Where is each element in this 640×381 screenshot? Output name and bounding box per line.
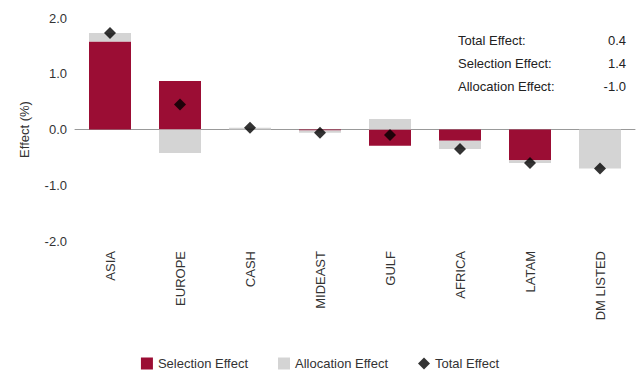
svg-text:CASH: CASH (243, 251, 258, 287)
svg-text:1.4: 1.4 (608, 56, 626, 71)
svg-text:EUROPE: EUROPE (173, 251, 188, 306)
svg-text:MIDEAST: MIDEAST (313, 251, 328, 309)
svg-text:Allocation Effect: Allocation Effect (295, 356, 388, 371)
svg-text:GULF: GULF (383, 251, 398, 286)
svg-text:Selection Effect: Selection Effect (158, 356, 248, 371)
svg-text:-2.0: -2.0 (45, 234, 67, 249)
svg-text:-1.0: -1.0 (604, 79, 626, 94)
svg-text:DM LISTED: DM LISTED (593, 251, 608, 320)
svg-text:Total Effect:: Total Effect: (458, 33, 526, 48)
svg-text:ASIA: ASIA (103, 251, 118, 281)
svg-text:Total Effect: Total Effect (435, 356, 499, 371)
svg-text:0.4: 0.4 (608, 33, 626, 48)
svg-text:LATAM: LATAM (523, 251, 538, 292)
svg-text:AFRICA: AFRICA (453, 251, 468, 299)
svg-text:Selection Effect:: Selection Effect: (458, 56, 552, 71)
svg-text:1.0: 1.0 (49, 66, 67, 81)
svg-text:-1.0: -1.0 (45, 178, 67, 193)
svg-text:Allocation Effect:: Allocation Effect: (458, 79, 555, 94)
svg-text:0.0: 0.0 (49, 122, 67, 137)
svg-text:2.0: 2.0 (49, 11, 67, 26)
svg-text:Effect (%): Effect (%) (17, 101, 32, 158)
